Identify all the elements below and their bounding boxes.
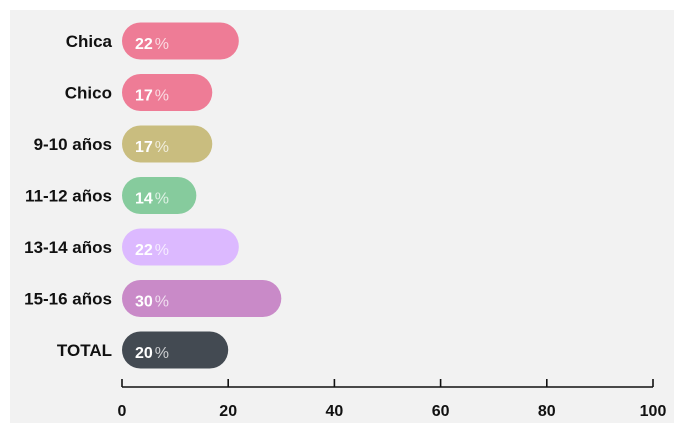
bar-13-14-anos (122, 228, 239, 266)
x-tick-label-0: 0 (118, 403, 127, 420)
value-label-chica: 22% (135, 36, 169, 53)
x-tick-label-60: 60 (432, 403, 450, 420)
category-label-chico: Chico (65, 84, 112, 103)
x-tick-label-20: 20 (219, 403, 237, 420)
value-label-15-16-anos: 30% (135, 294, 169, 311)
bar-9-10-anos (122, 125, 213, 163)
value-label-9-10-anos: 17% (135, 139, 169, 156)
bar-11-12-anos (122, 177, 197, 214)
x-tick-label-80: 80 (538, 403, 556, 420)
bar-total (122, 331, 229, 369)
chart-panel (10, 10, 674, 423)
category-label-chica: Chica (66, 32, 113, 51)
category-label-total: TOTAL (57, 341, 112, 360)
bar-chico (122, 74, 213, 111)
category-label-11-12-anos: 11-12 años (25, 187, 112, 206)
category-label-9-10-anos: 9-10 años (34, 135, 112, 154)
bar-chica (122, 22, 239, 60)
bar-15-16-anos (122, 280, 282, 317)
x-tick-label-40: 40 (326, 403, 344, 420)
value-label-chico: 17% (135, 88, 169, 105)
value-label-13-14-anos: 22% (135, 242, 169, 259)
value-label-total: 20% (135, 345, 169, 362)
value-label-11-12-anos: 14% (135, 191, 169, 208)
bars-layer: Chica 22 % Chico 17 % 9-10 años 17 % 11-12 años 14… (24, 22, 282, 369)
x-axis: 0 20 40 60 80 100 (118, 379, 667, 420)
category-label-13-14-anos: 13-14 años (24, 238, 112, 257)
x-tick-label-100: 100 (640, 403, 667, 420)
category-label-15-16-anos: 15-16 años (24, 290, 112, 309)
